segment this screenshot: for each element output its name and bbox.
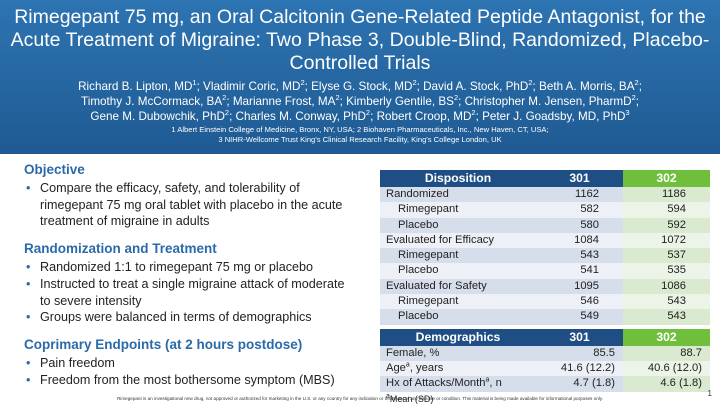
table-header-row: Disposition 301 302 <box>380 170 710 187</box>
affiliations: 1 Albert Einstein College of Medicine, B… <box>8 125 712 145</box>
authors-line-2: Timothy J. McCormack, BA2; Marianne Fros… <box>81 93 639 108</box>
objective-heading: Objective <box>24 162 85 177</box>
randomization-heading: Randomization and Treatment <box>24 241 217 257</box>
table-row: Evaluated for Efficacy 1084 1072 <box>380 232 710 249</box>
affiliation-line-1: 1 Albert Einstein College of Medicine, B… <box>171 125 549 134</box>
column-header: 301 <box>536 328 623 346</box>
affiliation-line-2: 3 NIHR-Wellcome Trust King's Clinical Re… <box>218 135 502 144</box>
randomization-list: • Randomized 1:1 to rimegepant 75 mg or p… <box>24 259 354 326</box>
bullet-icon: • <box>26 260 31 275</box>
disclaimer: Rimegepant is an investigational new dru… <box>116 396 603 401</box>
table-row: Randomized 1162 1186 <box>380 187 710 203</box>
bullet-icon: • <box>26 372 31 387</box>
page-title: Rimegepant 75 mg, an Oral Calcitonin Gen… <box>10 6 710 74</box>
bullet-icon: • <box>26 181 31 195</box>
list-item: • Freedom from the most bothersome sympto… <box>26 372 335 387</box>
left-column: Objective • Compare the efficacy, safety,… <box>24 161 354 388</box>
right-column: Disposition 301 302 Randomized 1162 1186… <box>380 170 710 404</box>
endpoints-list: • Pain freedom • Freedom from the most bot… <box>24 355 354 388</box>
bullet-icon: • <box>26 310 31 325</box>
bullet-icon: • <box>26 355 31 370</box>
table-row: Evaluated for Safety 1095 1086 <box>380 278 710 295</box>
authors-line-3: Gene M. Dubowchik, PhD2; Charles M. Conw… <box>90 108 630 123</box>
endpoints-heading: Coprimary Endpoints (at 2 hours postdose… <box>24 336 303 352</box>
column-header: 302 <box>623 170 710 187</box>
table-row: Female, % 85.5 88.7 <box>380 345 710 361</box>
list-item: • Pain freedom <box>26 355 115 370</box>
table-row: Rimegepant 582 594 <box>380 202 710 218</box>
column-header: 302 <box>623 328 710 346</box>
list-item: • Compare the efficacy, safety, and toler… <box>26 181 343 229</box>
list-item: • Randomized 1:1 to rimegepant 75 mg or p… <box>26 260 314 275</box>
disposition-table: Disposition 301 302 Randomized 1162 1186… <box>380 170 710 325</box>
list-item: • Groups were balanced in terms of demogr… <box>26 310 312 325</box>
page-number: 1 <box>707 389 712 398</box>
table-row: Rimegepant 546 543 <box>380 294 710 310</box>
table-row: Rimegepant 543 537 <box>380 248 710 264</box>
demographics-table: Demographics 301 302 Female, % 85.5 88.7… <box>380 328 710 392</box>
list-item: • Instructed to treat a single migraine a… <box>26 276 345 308</box>
authors-line-1: Richard B. Lipton, MD1; Vladimir Coric, … <box>78 78 642 93</box>
table-row: Placebo 541 535 <box>380 263 710 279</box>
table-row: Placebo 549 543 <box>380 309 710 325</box>
column-header: 301 <box>536 170 623 187</box>
column-header: Disposition <box>380 170 536 187</box>
title-banner: Rimegepant 75 mg, an Oral Calcitonin Gen… <box>0 0 720 154</box>
author-list: Richard B. Lipton, MD1; Vladimir Coric, … <box>8 79 712 124</box>
table-row: Hx of Attacks/Montha, n 4.7 (1.8) 4.6 (1… <box>380 376 710 392</box>
column-header: Demographics <box>380 328 536 346</box>
table-footnote: aMean (SD) <box>386 392 434 404</box>
table-row: Agea, years 41.6 (12.2) 40.6 (12.0) <box>380 360 710 377</box>
table-header-row: Demographics 301 302 <box>380 328 710 346</box>
bullet-icon: • <box>26 276 31 291</box>
objective-list: • Compare the efficacy, safety, and toler… <box>24 180 354 230</box>
table-row: Placebo 580 592 <box>380 217 710 233</box>
